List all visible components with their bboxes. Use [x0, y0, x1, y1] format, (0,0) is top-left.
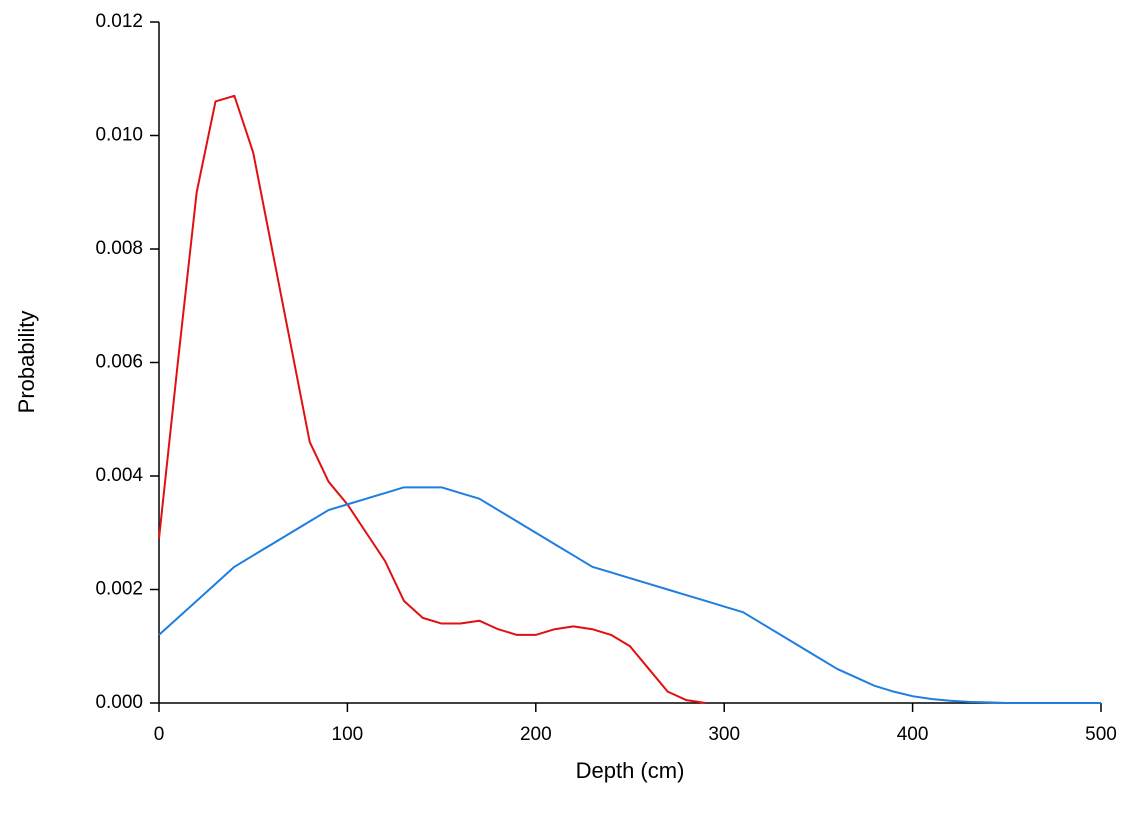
y-tick-label: 0.010	[95, 125, 143, 146]
x-tick-label: 400	[897, 724, 929, 745]
y-tick-label: 0.008	[95, 238, 143, 259]
y-tick-label: 0.006	[95, 352, 143, 373]
y-tick-label: 0.002	[95, 579, 143, 600]
x-tick-label: 500	[1085, 724, 1117, 745]
x-tick-label: 0	[154, 724, 165, 745]
x-axis-title: Depth (cm)	[576, 758, 685, 783]
x-tick-label: 200	[520, 724, 552, 745]
y-tick-label: 0.012	[95, 11, 143, 32]
x-tick-label: 100	[332, 724, 364, 745]
y-tick-label: 0.000	[95, 692, 143, 713]
x-tick-label: 300	[708, 724, 740, 745]
y-tick-label: 0.004	[95, 465, 143, 486]
line-series	[158, 94, 706, 704]
y-axis-title: Probability	[14, 311, 39, 414]
line-series	[158, 486, 1101, 704]
